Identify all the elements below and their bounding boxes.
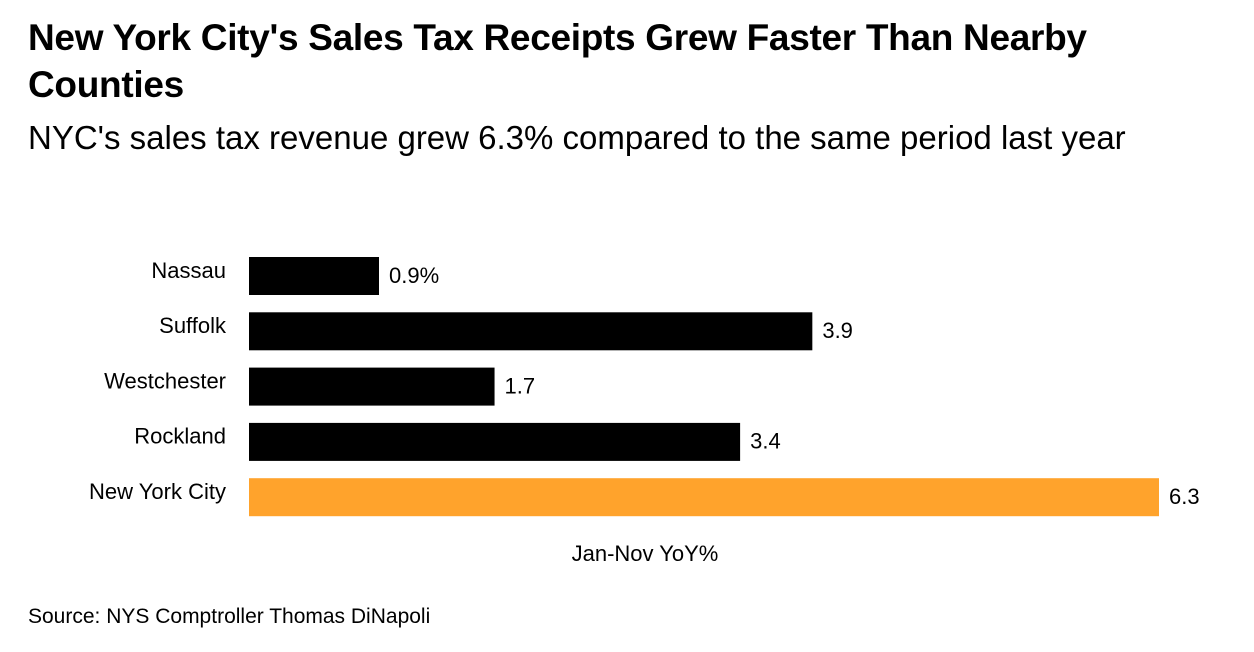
category-label: Nassau [151, 258, 226, 283]
category-label: New York City [89, 479, 226, 504]
value-label: 0.9% [389, 263, 439, 288]
value-label: 3.9 [822, 318, 853, 343]
bar [249, 257, 379, 295]
value-label: 6.3 [1169, 484, 1200, 509]
value-label: 1.7 [505, 373, 536, 398]
category-label: Suffolk [159, 313, 227, 338]
bar [249, 478, 1159, 517]
source-note: Source: NYS Comptroller Thomas DiNapoli [28, 605, 431, 628]
category-label: Rockland [134, 424, 226, 449]
value-label: 3.4 [750, 429, 781, 454]
bar [249, 367, 495, 406]
bar [249, 422, 741, 461]
category-label: Westchester [104, 368, 226, 393]
x-axis-label: Jan-Nov YoY% [572, 541, 719, 566]
chart-subtitle: NYC's sales tax revenue grew 6.3% compar… [28, 119, 1126, 156]
bar [249, 312, 813, 351]
chart-title: New York City's Sales Tax Receipts Grew … [28, 17, 1087, 105]
